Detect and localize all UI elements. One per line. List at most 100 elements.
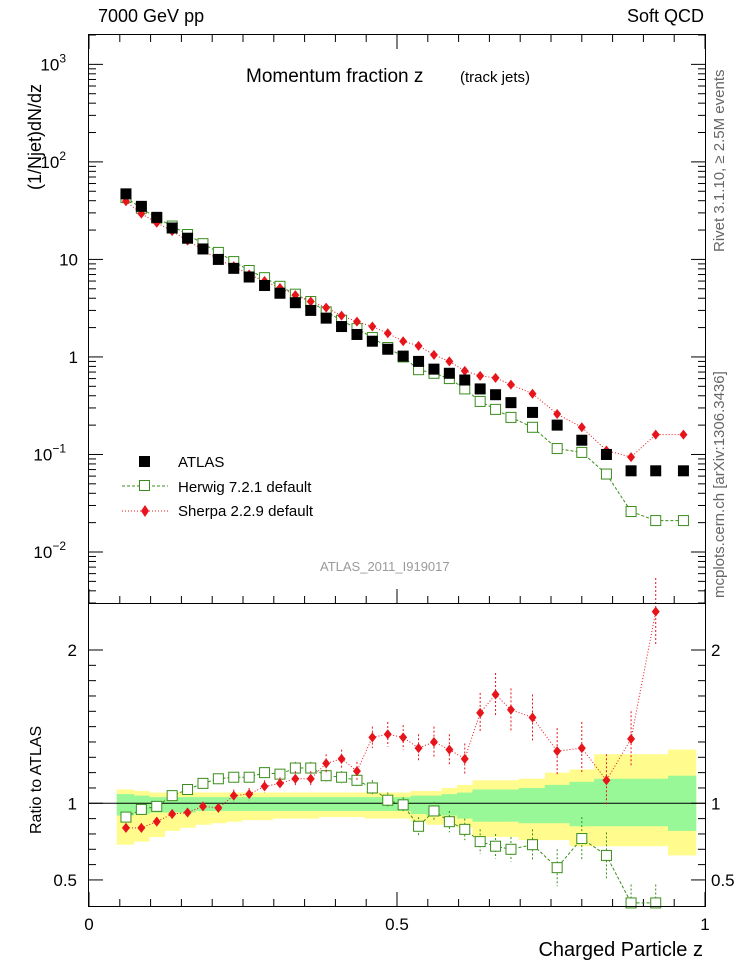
atlas-point: [551, 419, 563, 431]
herwig-point: [576, 446, 588, 458]
sherpa-point: [383, 328, 392, 339]
ratio-band-stat: [503, 789, 520, 822]
legend: ATLAS Herwig 7.2.1 default Sherpa 2.2.9 …: [122, 454, 314, 520]
sherpa-ratio-point: [152, 816, 161, 827]
main-chart-subtitle: (track jets): [460, 69, 530, 86]
x-tick-label: 1: [700, 915, 709, 934]
sherpa-ratio-point: [528, 712, 537, 723]
herwig-point: [600, 468, 612, 480]
herwig-ratio-point: [397, 799, 409, 811]
sherpa-point: [553, 409, 562, 420]
ratio-band-stat: [349, 797, 366, 811]
sherpa-point: [399, 336, 408, 347]
ratio-plot-group: 2 2 1 1 0.5 0.5 0 0.5 1: [53, 577, 735, 934]
sherpa-point: [368, 321, 377, 332]
atlas-point: [428, 363, 440, 375]
main-y-axis-label: (1/Njet)dN/dz: [25, 84, 45, 190]
ratio-band-stat: [272, 797, 289, 811]
x-tick-label: 0.5: [385, 915, 409, 934]
ratio-y-tick-label-right: 1: [711, 794, 720, 813]
herwig-ratio-point: [459, 823, 471, 835]
ratio-band-stat: [457, 792, 473, 819]
sherpa-ratio-point: [198, 801, 207, 812]
ratio-band-stat: [333, 797, 350, 811]
atlas-point: [351, 328, 363, 340]
sherpa-ratio-point: [337, 753, 346, 764]
atlas-point: [677, 465, 689, 477]
herwig-ratio-point: [243, 771, 255, 783]
sherpa-point: [506, 379, 515, 390]
ratio-y-tick-label: 0.5: [53, 871, 77, 890]
ratio-band-stat: [643, 778, 669, 827]
sherpa-ratio-point: [245, 789, 254, 800]
atlas-point: [382, 343, 394, 355]
sherpa-ratio-point: [137, 822, 146, 833]
herwig-ratio-point: [197, 777, 209, 789]
atlas-point: [505, 397, 517, 409]
atlas-point: [259, 280, 271, 292]
sherpa-point: [528, 388, 537, 399]
legend-herwig-marker: [139, 480, 150, 491]
x-tick-label: 0: [84, 915, 93, 934]
atlas-point: [243, 271, 255, 283]
sherpa-ratio-point: [460, 753, 469, 764]
sherpa-point: [306, 296, 315, 307]
herwig-point: [527, 421, 539, 433]
sherpa-point: [445, 356, 454, 367]
atlas-point: [490, 389, 502, 401]
sherpa-point: [337, 310, 346, 321]
ratio-band-stat: [241, 797, 258, 811]
atlas-point: [336, 321, 348, 333]
sherpa-ratio-point: [429, 736, 438, 747]
herwig-ratio-point: [259, 767, 271, 779]
sherpa-point: [627, 452, 636, 463]
herwig-ratio-point: [551, 862, 563, 874]
sherpa-ratio-point: [352, 766, 361, 777]
herwig-ratio-point: [576, 833, 588, 845]
herwig-ratio-point: [428, 805, 440, 817]
atlas-point: [600, 448, 612, 460]
ratio-band-stat: [226, 797, 242, 811]
sherpa-ratio-point: [577, 743, 586, 754]
sherpa-point: [651, 429, 660, 440]
sherpa-ratio-point: [214, 802, 223, 813]
ratio-plot-frame: [88, 603, 706, 907]
atlas-point: [650, 465, 662, 477]
atlas-point: [474, 383, 486, 395]
herwig-point: [474, 395, 486, 407]
atlas-point: [366, 335, 378, 347]
sherpa-line: [125, 200, 684, 458]
herwig-ratio-point: [120, 811, 132, 823]
sherpa-ratio-point: [651, 606, 660, 617]
atlas-point: [212, 253, 224, 265]
herwig-point: [625, 506, 637, 518]
atlas-point: [397, 350, 409, 362]
herwig-point: [677, 515, 689, 527]
sherpa-ratio-point: [183, 807, 192, 818]
ratio-band-stat: [318, 797, 335, 811]
herwig-ratio-point: [625, 897, 637, 909]
sherpa-point: [414, 340, 423, 351]
atlas-point: [625, 465, 637, 477]
sherpa-ratio-point: [506, 704, 515, 715]
herwig-ratio-point: [650, 897, 662, 909]
herwig-ratio-point: [443, 816, 455, 828]
ratio-y-tick-label-right: 0.5: [711, 871, 735, 890]
atlas-point: [120, 188, 132, 200]
sherpa-ratio-point: [306, 773, 315, 784]
sherpa-point: [679, 429, 688, 440]
sherpa-ratio-point: [476, 707, 485, 718]
herwig-ratio-point: [366, 782, 378, 794]
herwig-ratio-point: [151, 800, 163, 812]
ratio-y-tick-label: 1: [68, 794, 77, 813]
sherpa-ratio-point: [291, 773, 300, 784]
sherpa-point: [491, 372, 500, 383]
atlas-point: [459, 374, 471, 386]
legend-sherpa-label: Sherpa 2.2.9 default: [178, 503, 314, 520]
ratio-band-stat: [410, 795, 427, 815]
sherpa-ratio-point: [260, 781, 269, 792]
sherpa-ratio-point: [414, 743, 423, 754]
ratio-band-stat: [544, 784, 570, 824]
ratio-band-stat: [287, 797, 304, 811]
ratio-band-stat: [303, 797, 319, 811]
